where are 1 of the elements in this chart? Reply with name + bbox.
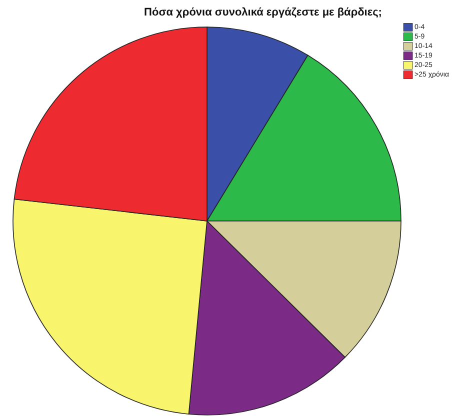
chart-title: Πόσα χρόνια συνολικά εργάζεστε με βάρδιες;	[144, 6, 382, 18]
